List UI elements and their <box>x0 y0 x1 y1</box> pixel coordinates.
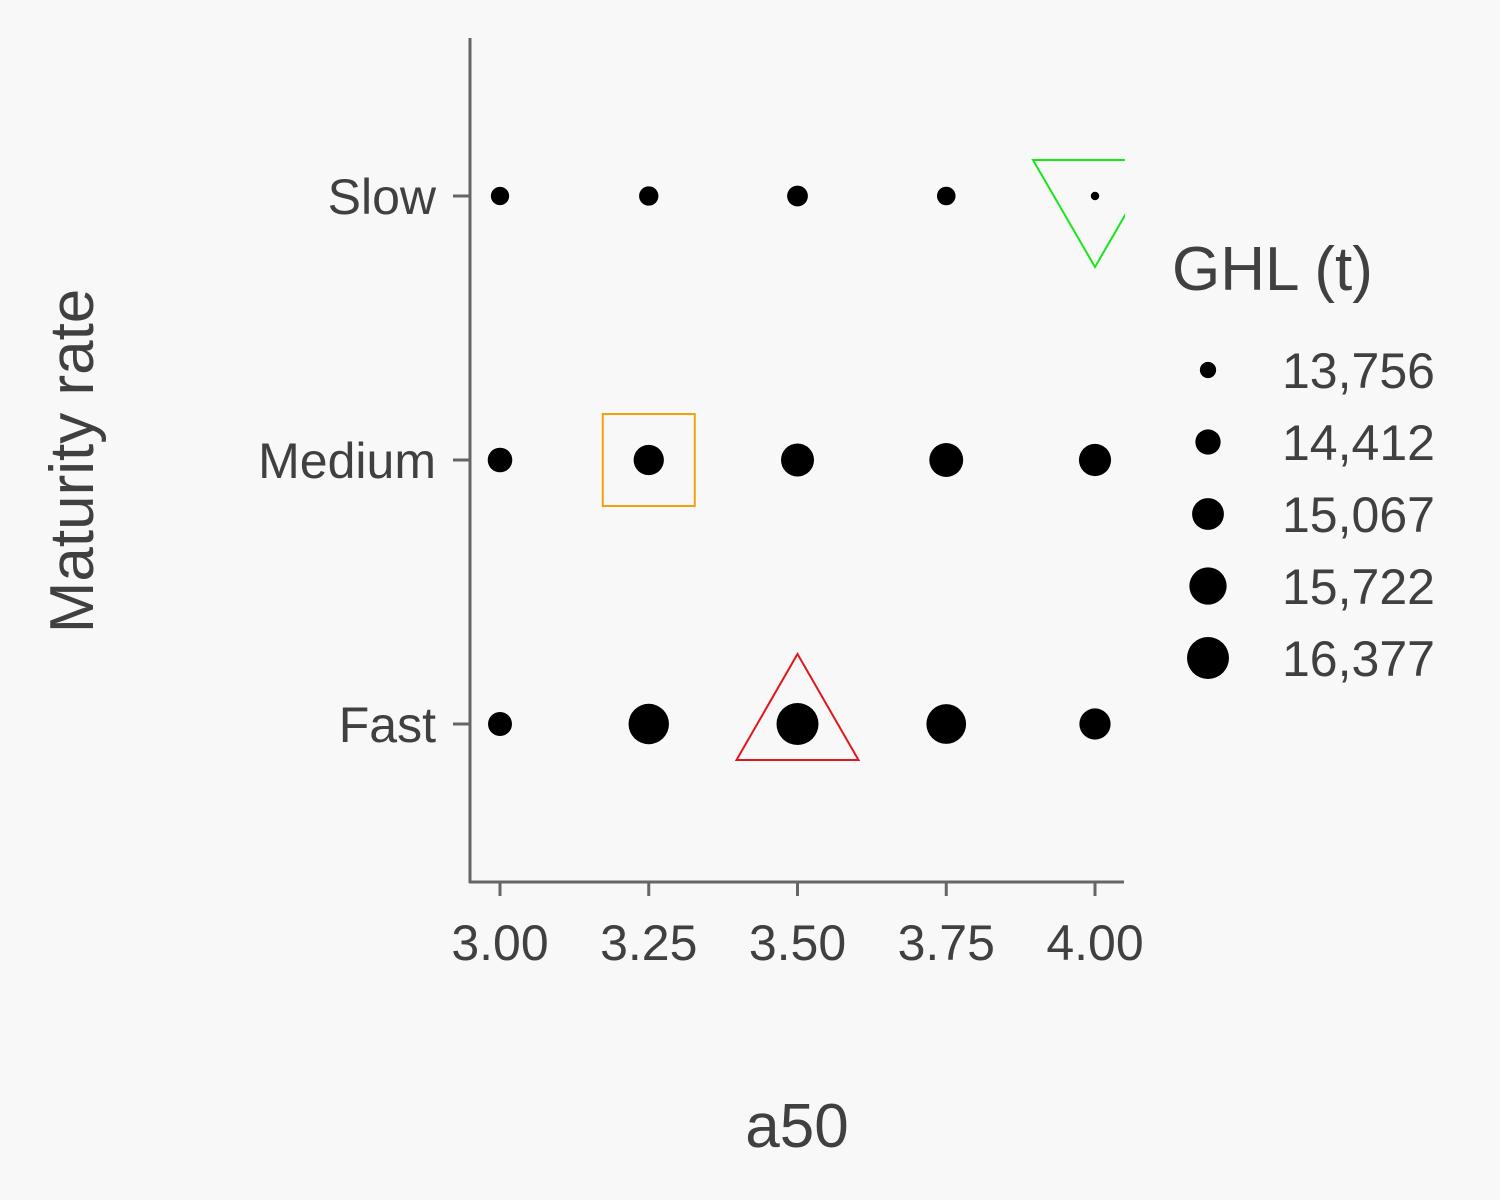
legend-label: 14,412 <box>1282 415 1435 471</box>
data-point <box>926 704 967 744</box>
legend-key <box>1189 567 1227 605</box>
x-tick-label: 3.50 <box>749 915 846 971</box>
x-tick-label: 3.00 <box>451 915 548 971</box>
x-axis-title: a50 <box>745 1092 848 1161</box>
data-point <box>787 185 808 207</box>
x-tick-label: 4.00 <box>1046 915 1143 971</box>
data-point <box>628 703 669 745</box>
highlight-triangle-up-marker <box>734 651 861 761</box>
legend-entries: 13,756 14,412 15,067 15,722 16,377 <box>1187 343 1435 687</box>
data-point <box>633 444 664 476</box>
data-point <box>487 447 513 473</box>
legend-label: 15,722 <box>1282 559 1435 615</box>
legend-label: 15,067 <box>1282 487 1435 543</box>
y-axis-title: Maturity rate <box>38 289 107 634</box>
legend-key <box>1195 429 1221 455</box>
axes <box>468 38 1124 884</box>
legend: GHL (t) 13,756 14,412 15,067 15,722 16,377 <box>1172 235 1435 687</box>
x-tick-label: 3.75 <box>898 915 995 971</box>
y-ticks: Slow Medium Fast <box>258 169 469 753</box>
data-point <box>780 443 815 477</box>
data-point <box>639 186 659 206</box>
data-point <box>490 186 510 206</box>
data-point <box>488 712 512 736</box>
data-point <box>1078 443 1112 477</box>
highlight-triangle-down-marker <box>1031 159 1125 269</box>
y-tick-label: Medium <box>258 433 436 489</box>
x-ticks: 3.00 3.25 3.50 3.75 4.00 <box>451 883 1144 971</box>
data-point <box>1079 708 1111 740</box>
y-tick-label: Slow <box>328 169 437 225</box>
legend-key <box>1192 498 1224 530</box>
x-tick-label: 3.25 <box>600 915 697 971</box>
data-point <box>929 443 964 477</box>
data-point <box>936 186 956 206</box>
data-point <box>776 703 819 745</box>
legend-title: GHL (t) <box>1172 235 1373 304</box>
legend-label: 16,377 <box>1282 631 1435 687</box>
highlight-markers <box>601 159 1125 761</box>
highlight-square-marker <box>601 413 696 507</box>
data-points <box>487 185 1112 745</box>
data-point <box>1090 191 1100 201</box>
legend-label: 13,756 <box>1282 343 1435 399</box>
y-tick-label: Fast <box>339 697 436 753</box>
legend-key <box>1187 637 1229 679</box>
legend-key <box>1199 361 1217 379</box>
